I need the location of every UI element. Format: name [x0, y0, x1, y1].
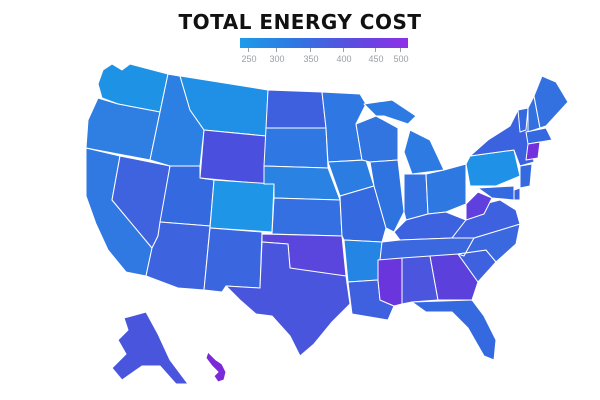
state-IN[interactable]	[403, 173, 429, 221]
state-TX[interactable]	[225, 241, 351, 357]
legend-tick	[375, 48, 376, 52]
state-WV[interactable]	[465, 191, 493, 221]
state-MI[interactable]	[363, 99, 445, 175]
state-HI[interactable]	[205, 351, 227, 383]
state-VT[interactable]	[517, 107, 529, 133]
color-scale-gradient	[240, 38, 408, 48]
legend-label: 500	[393, 54, 409, 64]
legend-tick	[276, 48, 277, 52]
legend-label: 350	[303, 54, 319, 64]
state-SD[interactable]	[263, 127, 329, 169]
state-CT[interactable]	[525, 141, 541, 161]
state-WI[interactable]	[355, 115, 399, 163]
state-NE[interactable]	[263, 165, 341, 201]
state-ND[interactable]	[265, 89, 327, 129]
state-AR[interactable]	[343, 239, 383, 283]
state-AK[interactable]	[111, 311, 189, 385]
legend-label: 250	[241, 54, 257, 64]
state-CO[interactable]	[209, 179, 275, 233]
legend-tick	[310, 48, 311, 52]
legend-label: 450	[368, 54, 384, 64]
legend-tick	[248, 48, 249, 52]
color-scale-labels: 250 300 350 400 450 500	[240, 54, 408, 66]
state-NJ[interactable]	[519, 163, 533, 189]
legend-label: 400	[336, 54, 352, 64]
color-scale-ticks	[240, 48, 408, 52]
legend-label: 300	[269, 54, 285, 64]
map-title: TOTAL ENERGY COST	[178, 10, 422, 34]
legend-tick	[343, 48, 344, 52]
state-MD[interactable]	[477, 185, 515, 201]
state-FL[interactable]	[411, 299, 497, 361]
state-ME[interactable]	[533, 75, 569, 129]
state-DE[interactable]	[513, 187, 521, 201]
state-WY[interactable]	[199, 129, 267, 185]
state-KS[interactable]	[271, 197, 343, 237]
legend-tick	[400, 48, 401, 52]
state-NM[interactable]	[203, 227, 263, 293]
state-MA[interactable]	[525, 127, 553, 145]
state-AL[interactable]	[401, 255, 439, 305]
color-scale-legend: 250 300 350 400 450 500	[240, 38, 409, 64]
state-MS[interactable]	[377, 257, 403, 307]
